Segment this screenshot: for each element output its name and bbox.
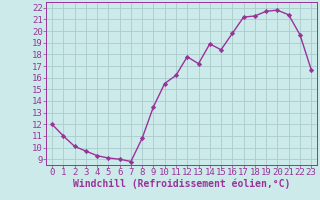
X-axis label: Windchill (Refroidissement éolien,°C): Windchill (Refroidissement éolien,°C) bbox=[73, 179, 290, 189]
